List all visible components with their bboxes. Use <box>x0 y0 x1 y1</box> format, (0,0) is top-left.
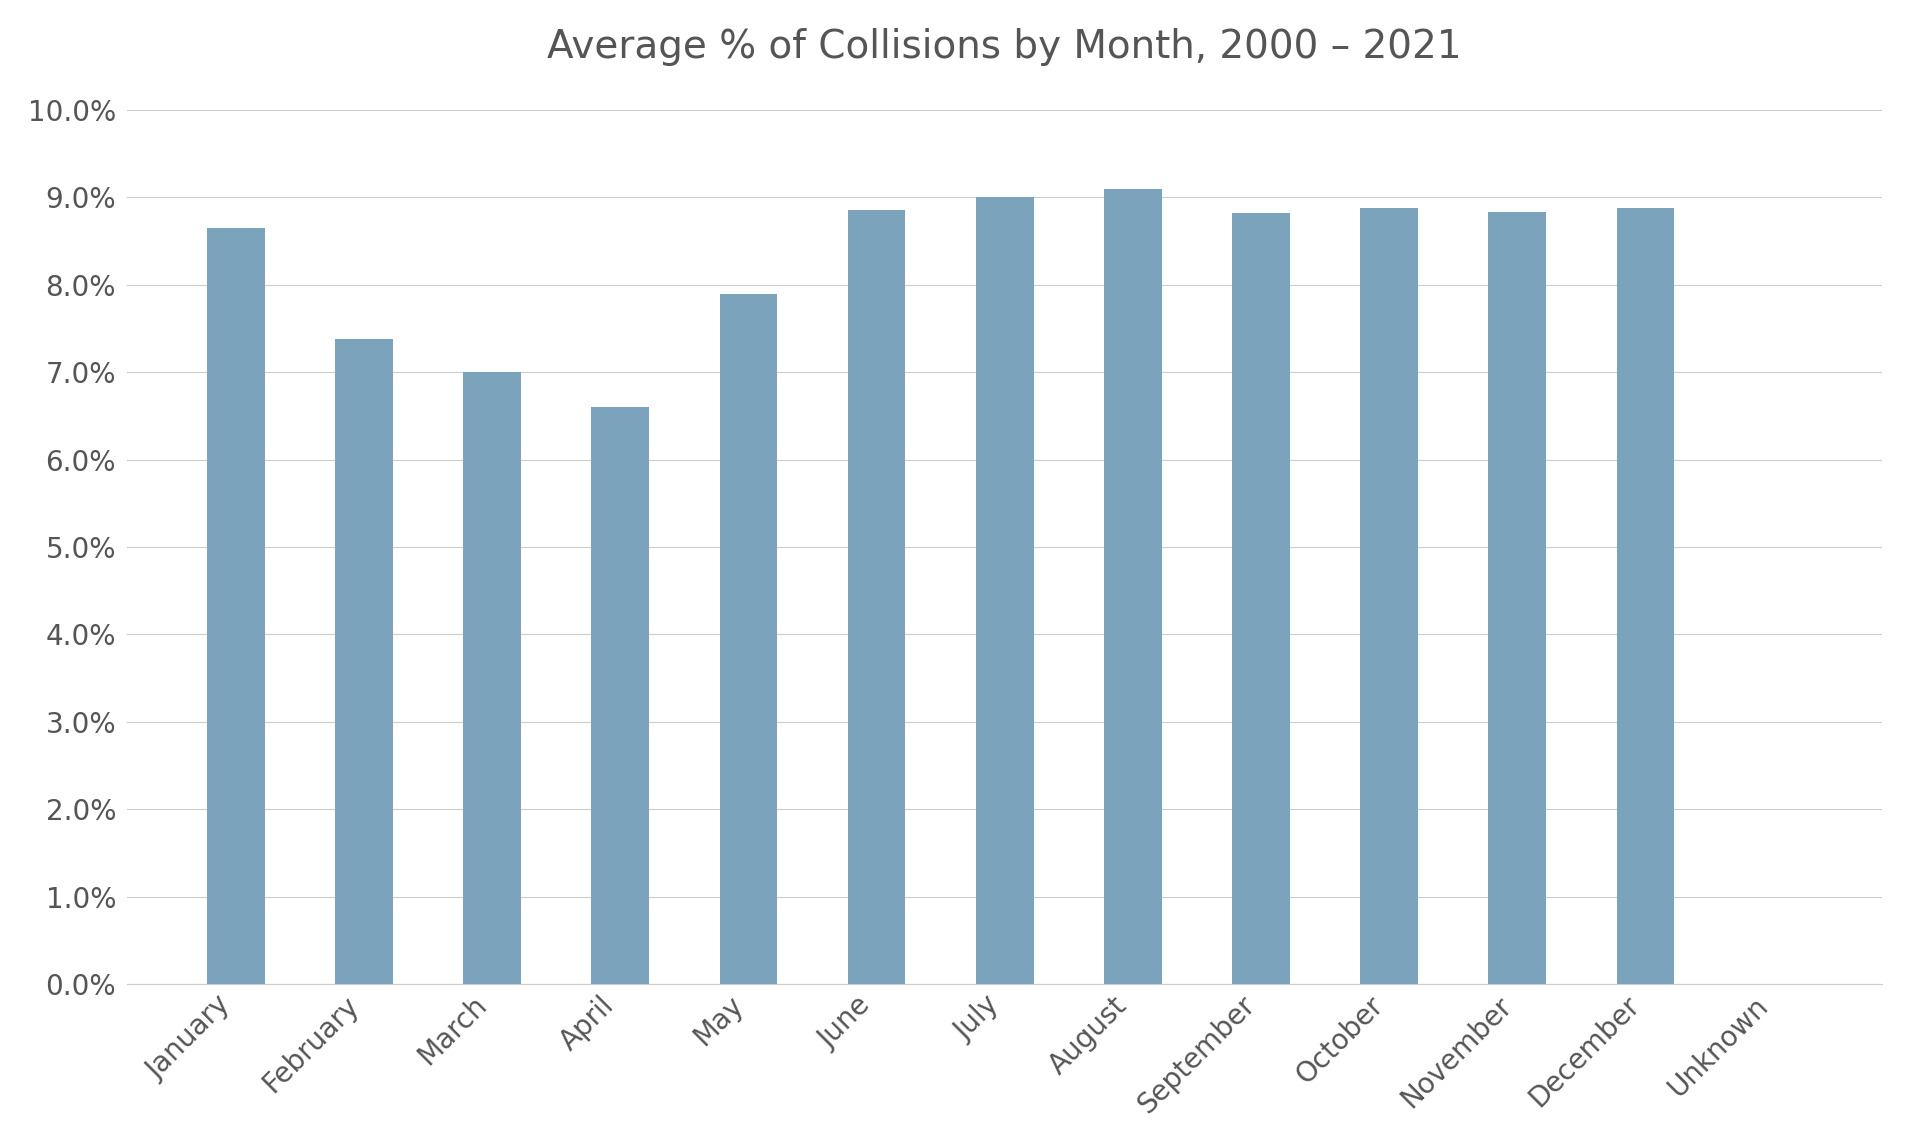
Title: Average % of Collisions by Month, 2000 – 2021: Average % of Collisions by Month, 2000 –… <box>548 28 1461 65</box>
Bar <box>1104 188 1161 984</box>
Bar <box>976 197 1033 984</box>
Bar <box>592 407 649 984</box>
Bar <box>1616 208 1675 984</box>
Bar <box>720 294 777 984</box>
Bar <box>1488 212 1545 984</box>
Bar <box>334 340 393 984</box>
Bar <box>464 372 521 984</box>
Bar <box>848 211 905 984</box>
Bar <box>1232 213 1289 984</box>
Bar <box>206 228 265 984</box>
Bar <box>1360 208 1417 984</box>
